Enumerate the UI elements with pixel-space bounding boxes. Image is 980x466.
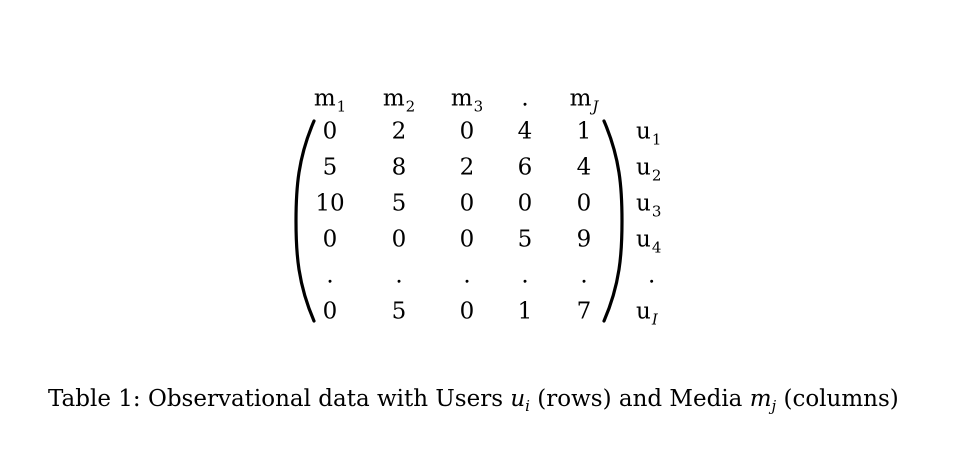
column-header: m1 xyxy=(313,85,346,114)
matrix-cell: 8 xyxy=(391,154,407,181)
row-label: u3 xyxy=(636,190,661,219)
column-header-sub: 2 xyxy=(405,97,416,116)
column-header-base: m xyxy=(382,85,405,112)
column-header-sub: 3 xyxy=(473,97,484,116)
matrix-cell: 0 xyxy=(459,190,475,217)
column-header-sub: 1 xyxy=(336,97,347,116)
matrix-cell: 7 xyxy=(576,298,592,325)
column-header: m2 xyxy=(382,85,415,114)
column-header-base: m xyxy=(569,85,592,112)
row-label-sub: I xyxy=(651,310,658,329)
caption-var-users-sub: i xyxy=(525,397,530,415)
caption-middle: (rows) and Media xyxy=(529,386,750,412)
matrix-cell: 5 xyxy=(517,226,533,253)
matrix-cell: 0 xyxy=(459,298,475,325)
column-header-base: m xyxy=(450,85,473,112)
matrix-cell: 0 xyxy=(322,226,338,253)
matrix-cell: 5 xyxy=(391,190,407,217)
row-label-sub: 4 xyxy=(651,238,662,257)
matrix-cell: 0 xyxy=(322,118,338,145)
matrix-cell: 10 xyxy=(315,190,345,217)
matrix-cell: 0 xyxy=(459,226,475,253)
column-header: . xyxy=(521,85,529,112)
column-header-base: . xyxy=(521,85,529,112)
matrix-cell: 4 xyxy=(576,154,592,181)
matrix-cell: 9 xyxy=(576,226,592,253)
matrix-cell: 0 xyxy=(391,226,407,253)
row-label-sub: 1 xyxy=(651,130,662,149)
row-label: . xyxy=(648,262,656,289)
matrix-cell: 2 xyxy=(391,118,407,145)
row-label-base: u xyxy=(636,298,651,325)
row-label-sub: 3 xyxy=(651,202,662,221)
matrix-cell: . xyxy=(463,262,471,289)
caption-var-media: m xyxy=(749,386,772,412)
matrix-figure: m1 m2 m3. mJ 0 2 0 4 1 5 8 2 6 4 10 5 0 0 0 0 0 0 5 9..... 0 5 0 1… xyxy=(294,85,661,327)
matrix-cell: 5 xyxy=(322,154,338,181)
column-header-base: m xyxy=(313,85,336,112)
table-caption: Table 1: Observational data with Users u… xyxy=(48,386,899,415)
matrix-cell: . xyxy=(521,262,529,289)
right-parenthesis xyxy=(602,119,624,323)
row-label-base: u xyxy=(636,154,651,181)
row-label: u4 xyxy=(636,226,661,255)
matrix-cell: 5 xyxy=(391,298,407,325)
matrix-cell: 6 xyxy=(517,154,533,181)
row-label-base: u xyxy=(636,118,651,145)
row-label: uI xyxy=(636,298,658,327)
matrix-cell: 1 xyxy=(517,298,533,325)
row-label-sub: 2 xyxy=(651,166,662,185)
caption-var-users: u xyxy=(510,386,526,412)
matrix-cell: 0 xyxy=(322,298,338,325)
matrix-cell: 2 xyxy=(459,154,475,181)
matrix-cell: 1 xyxy=(576,118,592,145)
matrix-cell: 0 xyxy=(459,118,475,145)
matrix-cell: . xyxy=(326,262,334,289)
caption-prefix: Table 1: Observational data with Users xyxy=(48,386,511,412)
column-header: m3 xyxy=(450,85,483,114)
column-header-sub: J xyxy=(592,97,599,116)
row-label-base: u xyxy=(636,190,651,217)
matrix-cell: . xyxy=(580,262,588,289)
row-label-base: u xyxy=(636,226,651,253)
caption-var-media-sub: j xyxy=(771,397,777,415)
matrix-cell: 0 xyxy=(576,190,592,217)
left-parenthesis xyxy=(294,119,316,323)
matrix-cell: 4 xyxy=(517,118,533,145)
matrix-cell: 0 xyxy=(517,190,533,217)
caption-suffix: (columns) xyxy=(776,386,899,412)
row-label: u2 xyxy=(636,154,661,183)
row-label: u1 xyxy=(636,118,661,147)
matrix-cell: . xyxy=(395,262,403,289)
row-label-base: . xyxy=(648,262,656,289)
column-header: mJ xyxy=(569,85,599,114)
